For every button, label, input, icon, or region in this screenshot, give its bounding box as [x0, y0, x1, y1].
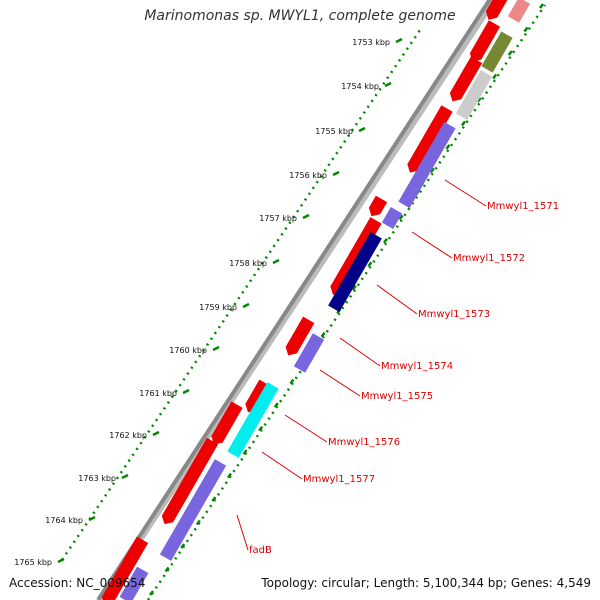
gene-block-gray [455, 70, 493, 120]
gene-block-purple [293, 333, 325, 373]
outer-tick-mark [492, 73, 498, 80]
map-title: Marinomonas sp. MWYL1, complete genome [144, 8, 456, 24]
gene-label-leader [376, 284, 418, 315]
outer-tick-mark [273, 402, 279, 408]
gene-label: Mmwyl1_1576 [328, 437, 400, 448]
outer-tick-mark [149, 590, 154, 596]
gene-block-olive [481, 31, 513, 73]
gene-label-leader [261, 451, 303, 480]
tick-label: 1759 kbp [199, 303, 237, 312]
gene-block-purple [159, 459, 227, 561]
genome-backbone-shadow [97, 0, 498, 600]
tick-label: 1760 kbp [169, 346, 207, 355]
tick-label: 1755 kbp [315, 127, 353, 136]
gene-block-purple [398, 121, 456, 209]
cds-arrow-forward [449, 56, 483, 102]
gene-block-pink [507, 0, 531, 23]
genome-summary-text: Topology: circular; Length: 5,100,344 bp… [261, 576, 591, 590]
cds-arrow-forward [101, 536, 149, 600]
cds-arrow-forward [469, 20, 501, 62]
outer-tick-mark [429, 167, 435, 174]
tick-label: 1756 kbp [289, 171, 327, 180]
tick-label: 1753 kbp [352, 38, 390, 47]
gene-label-leader [236, 514, 249, 551]
gene-label: Mmwyl1_1574 [381, 361, 453, 372]
gene-label-leader [444, 179, 487, 207]
tick-mark [384, 81, 392, 88]
gene-label-leader [284, 414, 328, 443]
gene-label: Mmwyl1_1572 [453, 253, 525, 264]
gene-label-leader [339, 337, 381, 367]
gene-block-purple [381, 206, 403, 230]
outer-tick-mark [461, 120, 466, 127]
tick-mark [272, 258, 280, 265]
tick-mark [182, 388, 190, 395]
gene-label: Mmwyl1_1577 [303, 474, 375, 485]
outer-tick-mark [195, 519, 201, 526]
tick-label: 1758 kbp [229, 259, 267, 268]
gene-label-leader [411, 231, 453, 259]
scale-dotted-line [60, 29, 422, 561]
tick-label: 1765 kbp [14, 558, 52, 567]
outer-tick-mark [351, 285, 357, 291]
tick-mark [152, 430, 160, 437]
gene-label: Mmwyl1_1571 [487, 201, 559, 212]
tick-mark [121, 473, 129, 480]
tick-mark [302, 213, 310, 220]
outer-tick-mark [476, 97, 482, 103]
gene-label: fadB [249, 545, 272, 556]
outer-tick-mark [398, 214, 404, 221]
outer-tick-mark [180, 543, 186, 549]
outer-tick-mark [445, 144, 451, 150]
outer-tick-mark [242, 449, 248, 455]
tick-mark [395, 37, 403, 44]
gene-block-cyan [227, 382, 279, 458]
tick-mark [212, 345, 220, 352]
cds-arrow-forward [161, 437, 219, 525]
tick-label: 1754 kbp [341, 82, 379, 91]
gene-block-navy [328, 231, 382, 313]
cds-arrow-forward [368, 195, 388, 217]
cds-arrow-forward [407, 105, 453, 173]
tick-label: 1762 kbp [109, 431, 147, 440]
tick-mark [57, 557, 65, 564]
gene-label: Mmwyl1_1573 [418, 309, 490, 320]
tick-mark [332, 170, 340, 177]
cds-arrow-forward [485, 0, 508, 20]
outer-dotted-line [146, 4, 547, 600]
tick-label: 1763 kbp [78, 474, 116, 483]
tick-label: 1764 kbp [45, 516, 83, 525]
outer-tick-mark [320, 331, 326, 338]
tick-mark [88, 515, 96, 522]
outer-tick-mark [227, 472, 232, 479]
gene-block-purple [119, 566, 149, 600]
cds-arrow-forward [285, 316, 315, 356]
outer-tick-mark [507, 50, 513, 56]
cds-arrow-forward [211, 401, 243, 445]
tick-label: 1761 kbp [139, 389, 177, 398]
outer-tick-mark [211, 496, 217, 502]
accession-text: Accession: NC_009654 [9, 576, 146, 590]
genome-backbone [96, 0, 492, 600]
outer-tick-mark [258, 425, 264, 432]
outer-tick-mark [383, 238, 388, 244]
tick-mark [242, 302, 250, 309]
outer-tick-mark [539, 3, 544, 9]
gene-label-leader [319, 369, 361, 397]
outer-tick-mark [367, 261, 373, 268]
gene-label: Mmwyl1_1575 [361, 391, 433, 402]
outer-tick-mark [523, 26, 529, 33]
tick-mark [358, 126, 366, 133]
outer-tick-mark [164, 566, 170, 573]
tick-label: 1757 kbp [259, 214, 297, 223]
outer-tick-mark [289, 378, 295, 385]
